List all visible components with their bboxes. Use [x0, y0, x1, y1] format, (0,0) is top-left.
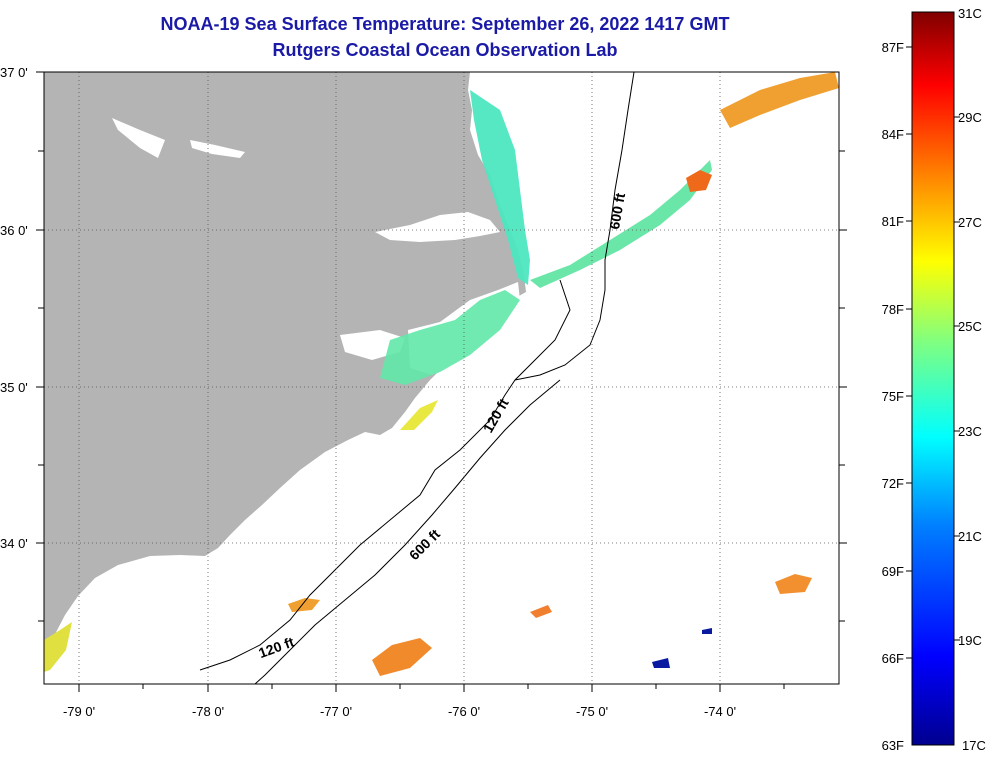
contour-label-600-north: 600 ft — [606, 191, 628, 230]
sst-offshore-band — [530, 160, 712, 288]
colorbar-c-label: 21C — [958, 529, 982, 544]
lon-label-74: -74 0' — [704, 704, 736, 719]
lat-label-35: 35 0' — [0, 380, 28, 395]
colorbar-c-label: 29C — [958, 110, 982, 125]
sst-warm-patch-5 — [288, 598, 320, 612]
lat-lon-grid — [44, 72, 839, 684]
map-subtitle: Rutgers Coastal Ocean Observation Lab — [272, 40, 618, 60]
sst-yellow-sw — [44, 622, 72, 672]
lon-label-77: -77 0' — [320, 704, 352, 719]
sst-warm-patch-4 — [530, 605, 552, 618]
lon-label-75: -75 0' — [576, 704, 608, 719]
colorbar-c-label: 25C — [958, 319, 982, 334]
map-title: NOAA-19 Sea Surface Temperature: Septemb… — [160, 14, 730, 34]
colorbar-c-label: 31C — [958, 6, 982, 21]
lat-label-36: 36 0' — [0, 223, 28, 238]
colorbar-f-label: 81F — [882, 214, 904, 229]
colorbar-ticks — [906, 46, 960, 659]
contour-600ft-south — [254, 379, 561, 684]
colorbar-f-label: 66F — [882, 651, 904, 666]
sst-warm-ne — [720, 72, 839, 128]
river-2 — [190, 140, 245, 158]
colorbar-f-label: 72F — [882, 476, 904, 491]
lon-label-76: -76 0' — [448, 704, 480, 719]
colorbar — [911, 11, 955, 746]
land-area — [44, 72, 526, 660]
sst-coastal-north — [470, 90, 530, 285]
colorbar-f-label: 87F — [882, 40, 904, 55]
lat-label-34: 34 0' — [0, 536, 28, 551]
map-border — [43, 71, 840, 685]
sst-warm-patch-2 — [372, 638, 432, 676]
sst-warm-patch-3 — [775, 574, 812, 594]
colorbar-f-label: 78F — [882, 302, 904, 317]
sst-yellow-coast — [400, 400, 438, 430]
colorbar-c-label: 23C — [958, 424, 982, 439]
colorbar-f-label: 84F — [882, 127, 904, 142]
colorbar-f-label: 75F — [882, 389, 904, 404]
sst-warm-patch-1 — [686, 170, 712, 192]
albemarle-sound — [375, 212, 500, 242]
colorbar-f-label: 69F — [882, 564, 904, 579]
axis-ticks — [36, 71, 847, 692]
colorbar-c-label: 27C — [958, 215, 982, 230]
colorbar-f-label: 63F — [882, 738, 904, 753]
lon-label-78: -78 0' — [192, 704, 224, 719]
river-1 — [112, 118, 165, 158]
colorbar-c-label: 19C — [958, 633, 982, 648]
lat-label-37: 37 0' — [0, 65, 28, 80]
contour-600ft-north — [514, 72, 635, 381]
lon-label-79: -79 0' — [63, 704, 95, 719]
colorbar-c-label: 17C — [962, 738, 986, 753]
contour-120ft — [199, 279, 571, 671]
sst-pamlico — [380, 290, 520, 385]
sst-cold-patch — [652, 628, 712, 668]
